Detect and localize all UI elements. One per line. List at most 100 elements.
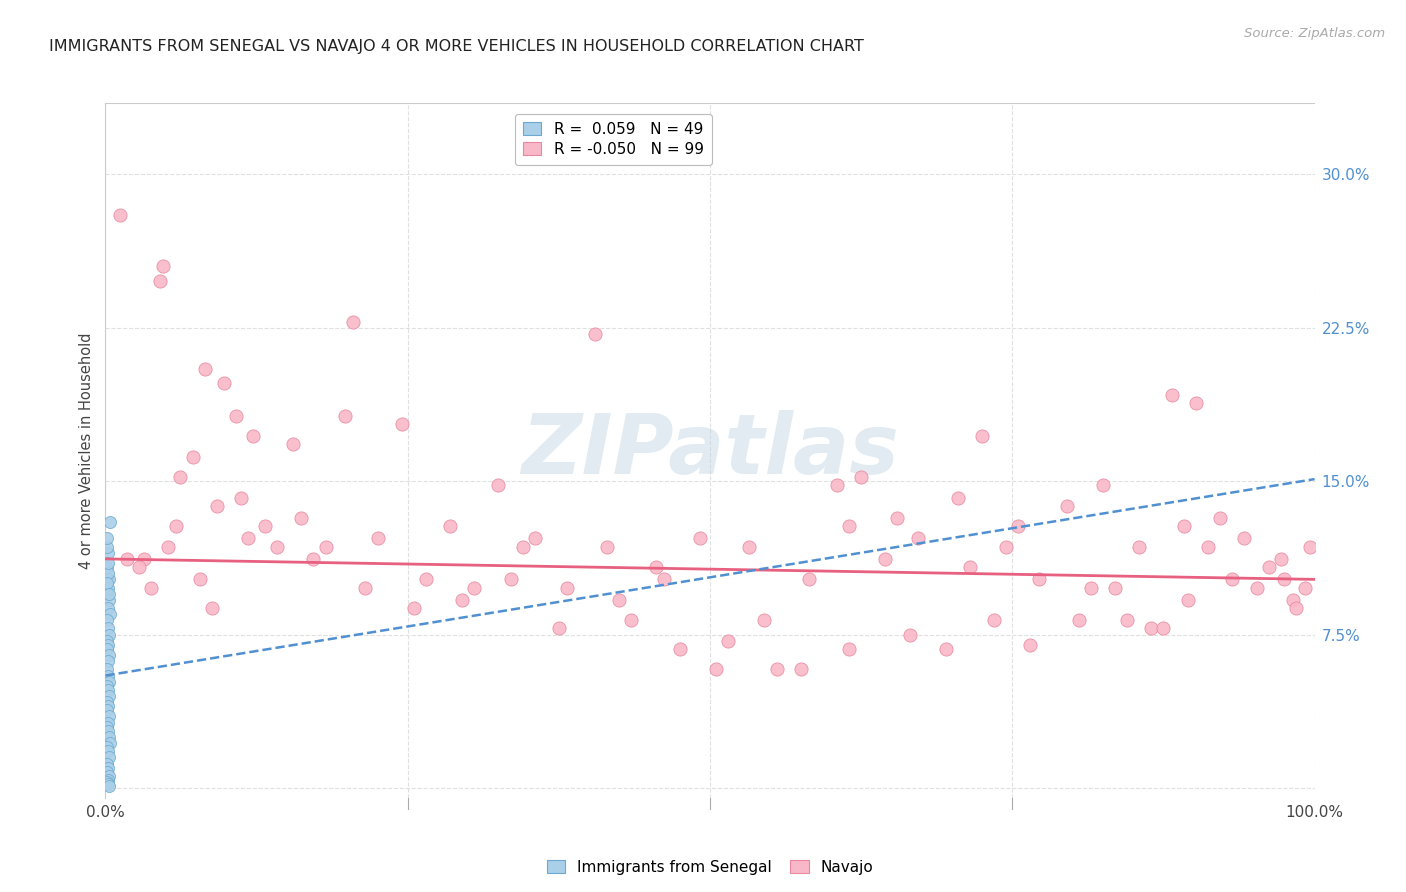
Point — [754, 613, 776, 627]
Point — [1161, 388, 1184, 402]
Point — [1067, 613, 1090, 627]
Point — [212, 376, 235, 390]
Point — [98, 587, 121, 601]
Point — [1173, 519, 1195, 533]
Point — [96, 532, 118, 546]
Point — [717, 633, 740, 648]
Point — [96, 740, 118, 755]
Point — [1116, 613, 1139, 627]
Point — [97, 654, 120, 668]
Point — [242, 429, 264, 443]
Point — [229, 491, 252, 505]
Point — [415, 573, 437, 587]
Point — [96, 720, 118, 734]
Point — [333, 409, 356, 423]
Point — [342, 314, 364, 328]
Point — [765, 662, 787, 676]
Point — [98, 709, 121, 723]
Point — [1104, 581, 1126, 595]
Point — [596, 540, 619, 554]
Point — [165, 519, 187, 533]
Point — [644, 560, 666, 574]
Legend: Immigrants from Senegal, Navajo: Immigrants from Senegal, Navajo — [540, 854, 880, 881]
Point — [1140, 622, 1163, 636]
Point — [115, 552, 138, 566]
Point — [548, 622, 571, 636]
Point — [254, 519, 277, 533]
Point — [302, 552, 325, 566]
Point — [1080, 581, 1102, 595]
Point — [96, 540, 118, 554]
Point — [98, 592, 121, 607]
Point — [907, 532, 929, 546]
Point — [1285, 601, 1308, 615]
Point — [98, 750, 121, 764]
Point — [96, 613, 118, 627]
Text: Source: ZipAtlas.com: Source: ZipAtlas.com — [1244, 27, 1385, 40]
Point — [97, 715, 120, 730]
Point — [1299, 540, 1322, 554]
Point — [995, 540, 1018, 554]
Point — [983, 613, 1005, 627]
Point — [875, 552, 897, 566]
Point — [523, 532, 546, 546]
Point — [898, 627, 921, 641]
Point — [98, 515, 121, 529]
Point — [1294, 581, 1316, 595]
Point — [1197, 540, 1219, 554]
Point — [1233, 532, 1256, 546]
Point — [96, 560, 118, 574]
Point — [98, 736, 121, 750]
Point — [181, 450, 204, 464]
Point — [512, 540, 534, 554]
Point — [738, 540, 761, 554]
Point — [96, 775, 118, 789]
Point — [97, 556, 120, 570]
Point — [98, 779, 121, 793]
Point — [128, 560, 150, 574]
Point — [1028, 573, 1050, 587]
Point — [825, 478, 848, 492]
Point — [157, 540, 180, 554]
Point — [98, 769, 121, 783]
Point — [799, 573, 821, 587]
Point — [141, 581, 163, 595]
Point — [205, 499, 228, 513]
Point — [98, 627, 121, 641]
Point — [1246, 581, 1268, 595]
Point — [620, 613, 643, 627]
Point — [97, 699, 120, 714]
Point — [1257, 560, 1279, 574]
Point — [169, 470, 191, 484]
Point — [790, 662, 813, 676]
Point — [367, 532, 389, 546]
Point — [97, 622, 120, 636]
Point — [108, 208, 131, 222]
Point — [225, 409, 247, 423]
Point — [281, 437, 304, 451]
Point — [1007, 519, 1029, 533]
Point — [98, 573, 121, 587]
Point — [439, 519, 461, 533]
Point — [149, 274, 172, 288]
Point — [499, 573, 522, 587]
Point — [97, 581, 120, 595]
Point — [134, 552, 156, 566]
Point — [609, 592, 631, 607]
Point — [290, 511, 312, 525]
Point — [488, 478, 510, 492]
Point — [97, 723, 120, 738]
Point — [451, 592, 474, 607]
Point — [1282, 592, 1305, 607]
Point — [96, 756, 118, 771]
Point — [583, 326, 606, 341]
Point — [201, 601, 224, 615]
Point — [463, 581, 485, 595]
Point — [652, 573, 675, 587]
Point — [96, 679, 118, 693]
Point — [97, 546, 120, 560]
Point — [886, 511, 908, 525]
Point — [849, 470, 872, 484]
Point — [98, 607, 121, 622]
Text: IMMIGRANTS FROM SENEGAL VS NAVAJO 4 OR MORE VEHICLES IN HOUSEHOLD CORRELATION CH: IMMIGRANTS FROM SENEGAL VS NAVAJO 4 OR M… — [49, 39, 865, 54]
